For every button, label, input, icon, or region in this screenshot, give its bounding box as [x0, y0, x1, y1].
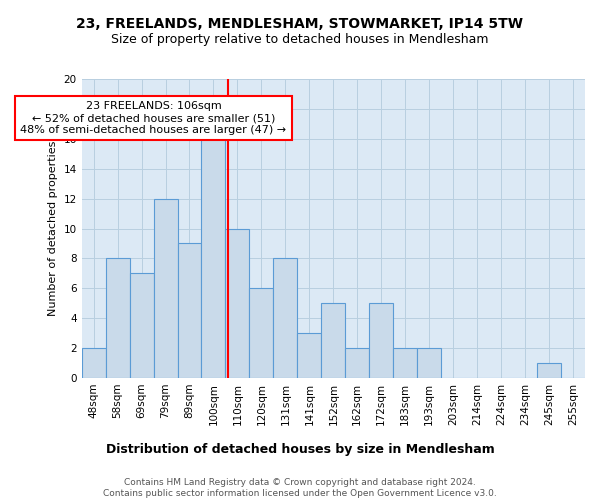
Bar — [537, 363, 561, 378]
Bar — [178, 244, 202, 378]
Text: 23 FREELANDS: 106sqm
← 52% of detached houses are smaller (51)
48% of semi-detac: 23 FREELANDS: 106sqm ← 52% of detached h… — [20, 102, 287, 134]
Text: Contains HM Land Registry data © Crown copyright and database right 2024.
Contai: Contains HM Land Registry data © Crown c… — [103, 478, 497, 498]
Bar — [130, 274, 154, 378]
Bar — [154, 198, 178, 378]
Y-axis label: Number of detached properties: Number of detached properties — [48, 141, 58, 316]
Text: Size of property relative to detached houses in Mendlesham: Size of property relative to detached ho… — [111, 32, 489, 46]
Bar — [226, 228, 250, 378]
Bar — [274, 258, 298, 378]
Bar — [82, 348, 106, 378]
Bar — [298, 333, 322, 378]
Bar — [322, 304, 346, 378]
Bar — [202, 109, 226, 378]
Text: 23, FREELANDS, MENDLESHAM, STOWMARKET, IP14 5TW: 23, FREELANDS, MENDLESHAM, STOWMARKET, I… — [77, 18, 523, 32]
Text: Distribution of detached houses by size in Mendlesham: Distribution of detached houses by size … — [106, 442, 494, 456]
Bar — [106, 258, 130, 378]
Bar — [369, 304, 393, 378]
Bar — [393, 348, 417, 378]
Bar — [417, 348, 441, 378]
Bar — [346, 348, 369, 378]
Bar — [250, 288, 274, 378]
